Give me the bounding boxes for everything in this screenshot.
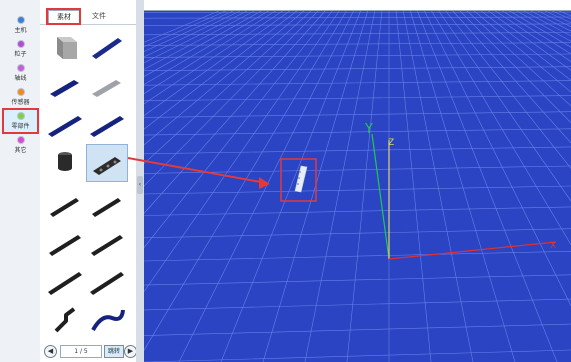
- category-strip: 主机 粒子 轴线 传感器 零部件 其它: [0, 0, 41, 362]
- category-parts[interactable]: 零部件: [2, 108, 39, 134]
- category-label: 轴线: [14, 75, 27, 82]
- library-panel: 素材 文件: [40, 0, 137, 362]
- curved-beam-icon: [91, 309, 125, 332]
- prev-page-button[interactable]: ◀: [44, 345, 57, 358]
- part-item-black-beam-4[interactable]: [88, 228, 126, 258]
- black-beam-icon: [92, 198, 121, 217]
- part-item-curved-beam[interactable]: [88, 304, 126, 334]
- selected-beam-icon: [93, 157, 121, 175]
- tab-file[interactable]: 文件: [92, 12, 106, 20]
- blue-beam-icon: [92, 38, 122, 59]
- x-axis-line: [388, 241, 557, 260]
- black-beam-icon: [91, 235, 123, 256]
- particle-icon: [16, 40, 25, 48]
- category-label: 其它: [14, 147, 27, 154]
- library-pager: ◀ 1 / 5 跳转 ▶: [42, 344, 137, 358]
- part-item-black-beam-3[interactable]: [46, 228, 84, 258]
- host-icon: [16, 16, 25, 24]
- placed-part[interactable]: [294, 165, 308, 193]
- panel-splitter[interactable]: ‹: [136, 0, 144, 362]
- part-item-cube[interactable]: [46, 32, 84, 62]
- category-label: 主机: [14, 27, 27, 34]
- jump-button[interactable]: 跳转: [104, 345, 124, 358]
- black-beam-icon: [49, 235, 81, 256]
- part-item-black-beam-2[interactable]: [88, 190, 126, 220]
- page-indicator[interactable]: 1 / 5: [60, 345, 102, 358]
- black-beam-icon: [90, 272, 124, 295]
- bent-beam-icon: [54, 307, 76, 333]
- x-axis-label: X: [550, 241, 556, 251]
- tab-highlight: [46, 8, 81, 25]
- category-host[interactable]: 主机: [4, 14, 37, 36]
- parts-icon: [16, 112, 25, 120]
- category-other[interactable]: 其它: [4, 134, 37, 156]
- black-beam-icon: [50, 198, 79, 217]
- part-item-long-blue-beam-2[interactable]: [88, 110, 126, 140]
- sensor-icon: [16, 88, 25, 96]
- part-item-long-blue-beam[interactable]: [46, 110, 84, 140]
- long-blue-beam-icon: [48, 116, 82, 137]
- part-item-blue-plate[interactable]: [46, 72, 84, 102]
- y-axis-label: Y: [364, 122, 373, 137]
- long-blue-beam-icon: [90, 116, 124, 137]
- viewport-top-bar: [144, 0, 571, 11]
- grey-plate-icon: [92, 80, 121, 97]
- blue-plate-icon: [50, 80, 79, 97]
- z-axis-label: Z: [388, 138, 394, 148]
- part-item-black-beam-5[interactable]: [46, 266, 84, 296]
- category-particle[interactable]: 粒子: [4, 38, 37, 60]
- category-sensor[interactable]: 传感器: [4, 86, 37, 108]
- collapse-handle-icon[interactable]: ‹: [137, 176, 143, 194]
- axis-icon: [16, 64, 25, 72]
- placed-part-highlight: [280, 158, 317, 202]
- part-item-bent-beam[interactable]: [46, 304, 84, 334]
- black-beam-icon: [48, 272, 82, 295]
- grid-floor: Y Z X: [144, 9, 571, 362]
- drag-arrow-icon: [127, 157, 267, 184]
- y-axis-line: [371, 133, 390, 260]
- part-item-connector[interactable]: [46, 146, 84, 176]
- part-item-black-beam-1[interactable]: [46, 190, 84, 220]
- part-item-blue-beam[interactable]: [88, 32, 126, 62]
- category-label: 零部件: [11, 123, 30, 130]
- part-item-selected-beam[interactable]: [86, 144, 128, 182]
- cube-icon: [57, 37, 77, 59]
- category-label: 传感器: [11, 99, 30, 106]
- category-axis[interactable]: 轴线: [4, 62, 37, 84]
- category-label: 粒子: [14, 51, 27, 58]
- connector-icon: [58, 152, 72, 171]
- part-item-grey-plate[interactable]: [88, 72, 126, 102]
- part-item-black-beam-6[interactable]: [88, 266, 126, 296]
- 3d-viewport[interactable]: Y Z X: [144, 0, 571, 362]
- other-icon: [16, 136, 25, 144]
